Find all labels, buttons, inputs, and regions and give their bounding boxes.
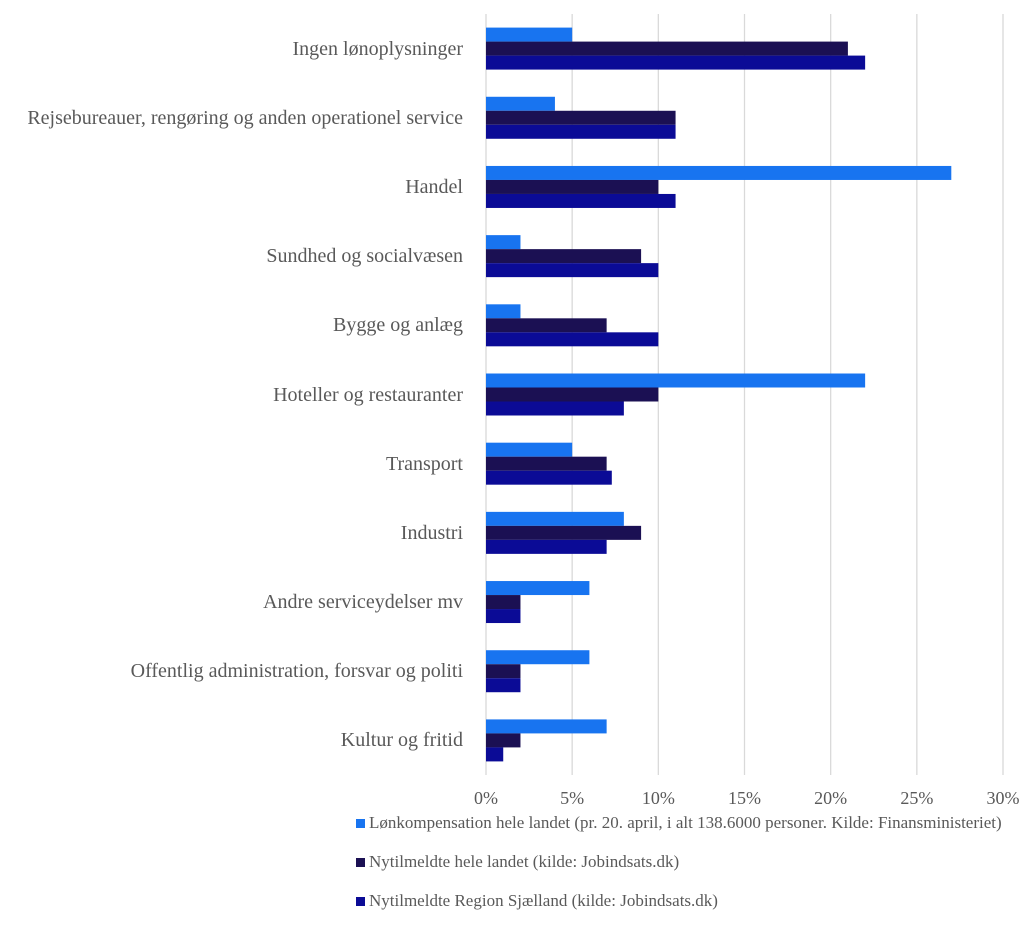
x-tick-label: 30% [986,788,1020,808]
bar [486,511,624,526]
y-tick-label: Offentlig administration, forsvar og pol… [130,660,463,683]
bar [486,27,573,42]
bar [486,470,612,485]
bar [486,96,555,111]
bar [486,401,624,416]
bar [486,609,521,624]
bar [486,456,607,471]
bar [486,664,521,679]
x-tick-label: 20% [814,788,848,808]
y-tick-label: Handel [405,175,463,198]
bar [486,249,642,264]
bar [486,235,521,250]
bar [486,304,521,319]
x-tick-label: 10% [641,788,675,808]
legend-item: Nytilmeldte Region Sjælland (kilde: Jobi… [356,891,718,911]
bar [486,179,659,194]
bar [486,318,607,333]
y-tick-label: Kultur og fritid [340,729,463,752]
x-tick-label: 25% [900,788,934,808]
bar [486,442,573,457]
legend-label: Lønkompensation hele landet (pr. 20. apr… [369,813,1002,832]
bar [486,55,866,70]
legend-label: Nytilmeldte hele landet (kilde: Jobindsa… [369,852,680,871]
y-tick-label: Hoteller og restauranter [273,383,463,406]
bar [486,747,504,762]
bar [486,110,676,125]
legend-item: Lønkompensation hele landet (pr. 20. apr… [356,813,1002,833]
y-tick-label: Transport [385,452,463,475]
bar [486,263,659,278]
y-tick-label: Sundhed og socialvæsen [266,245,463,268]
bar [486,581,590,596]
legend-item: Nytilmeldte hele landet (kilde: Jobindsa… [356,852,679,872]
x-tick-label: 15% [728,788,761,808]
legend-swatch [356,818,365,828]
y-tick-label: Bygge og anlæg [333,314,463,337]
legend-label: Nytilmeldte Region Sjælland (kilde: Jobi… [369,891,718,910]
bar [486,124,676,139]
bar [486,165,952,180]
bar [486,733,521,748]
bar [486,539,607,554]
legend-swatch [356,857,365,867]
bar [486,650,590,665]
y-tick-label: Industri [400,521,463,544]
x-tick-label: 5% [560,788,585,808]
y-tick-label: Andre serviceydelser mv [263,591,463,614]
bar [486,41,848,56]
bar [486,595,521,610]
bar [486,193,676,208]
bar [486,678,521,693]
bar [486,525,642,540]
y-tick-label: Ingen lønoplysninger [292,37,463,60]
y-tick-label: Rejsebureauer, rengøring og anden operat… [27,106,463,129]
bar [486,332,659,347]
bar [486,373,866,388]
bar [486,719,607,734]
legend-swatch [356,896,365,906]
x-tick-label: 0% [474,788,498,808]
bar [486,387,659,402]
